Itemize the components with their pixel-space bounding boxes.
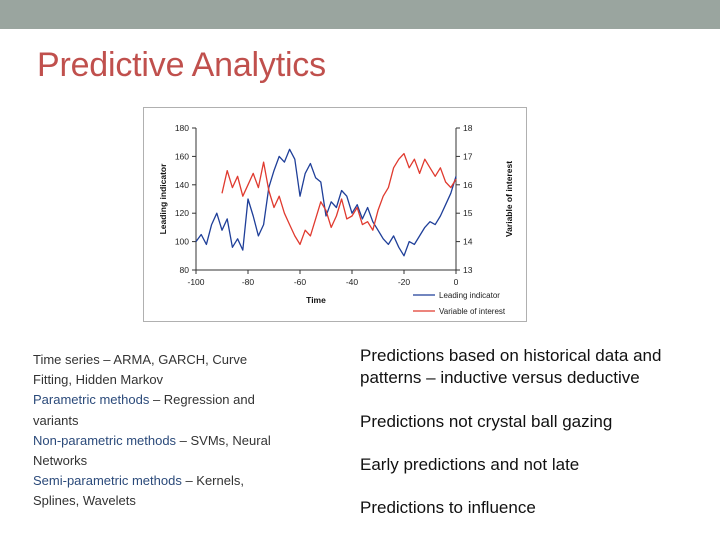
x-tick-label: 0 — [454, 277, 459, 287]
x-axis-label: Time — [306, 295, 326, 305]
variable-of-interest-line — [221, 152, 457, 246]
methods-line-2: Fitting, Hidden Markov — [33, 372, 164, 388]
methods-line-4: variants — [33, 412, 79, 428]
prediction-item-3: Early predictions and not late — [360, 455, 580, 474]
x-tick-label: -80 — [242, 277, 255, 287]
x-tick-label: -60 — [294, 277, 307, 287]
left-y-tick-label: 180 — [175, 123, 189, 133]
semi-parametric-methods-label: Semi-parametric methods — [33, 473, 182, 489]
semi-parametric-methods-desc: – Kernels, — [181, 473, 244, 489]
methods-line-1: Time series – ARMA, GARCH, Curve — [33, 352, 248, 367]
left-y-tick-label: 160 — [175, 151, 189, 161]
chart-frame — [143, 107, 527, 322]
methods-line-8: Splines, Wavelets — [33, 493, 136, 509]
left-y-tick-label: 120 — [175, 208, 189, 218]
left-y-tick-label: 140 — [175, 180, 189, 190]
left-y-tick-label: 80 — [180, 265, 190, 275]
x-tick-label: -40 — [346, 277, 359, 287]
methods-line-6: Networks — [33, 453, 88, 469]
left-y-axis-label: Leading indicator — [158, 163, 168, 235]
parametric-methods-label: Parametric methods — [33, 392, 150, 408]
methods-line-3: Parametric methods – Regression and — [33, 390, 303, 410]
x-tick-label: -100 — [187, 277, 204, 287]
leading-indicator-line — [195, 148, 457, 257]
chart-svg: 180 160 140 120 100 80 18 17 16 15 14 13 -100 -80 -60 -… — [143, 107, 527, 322]
prediction-item-1-line-2: patterns – inductive versus deductive — [360, 368, 640, 387]
prediction-item-1-line-1: Predictions based on historical data and — [360, 346, 662, 365]
right-y-tick-label: 14 — [463, 237, 473, 247]
right-y-axis-label: Variable of interest — [504, 161, 514, 237]
methods-list: Time series – ARMA, GARCH, Curve Fitting… — [33, 350, 303, 512]
x-tick-label: -20 — [398, 277, 411, 287]
non-parametric-methods-label: Non-parametric methods — [33, 432, 177, 448]
methods-line-5: Non-parametric methods – SVMs, Neural — [33, 431, 303, 451]
right-y-tick-label: 18 — [463, 123, 473, 133]
right-y-tick-label: 15 — [463, 208, 473, 218]
top-accent-bar — [0, 0, 720, 29]
right-y-tick-label: 17 — [463, 151, 473, 161]
prediction-item-4: Predictions to influence — [360, 498, 536, 517]
methods-line-7: Semi-parametric methods – Kernels, — [33, 471, 303, 491]
prediction-item-2: Predictions not crystal ball gazing — [360, 412, 613, 431]
slide-title: Predictive Analytics — [37, 46, 326, 84]
chart: 180 160 140 120 100 80 18 17 16 15 14 13 -100 -80 -60 -… — [143, 107, 527, 322]
right-y-tick-label: 16 — [463, 180, 473, 190]
right-y-tick-label: 13 — [463, 265, 473, 275]
parametric-methods-desc: – Regression and — [149, 392, 255, 408]
legend-label-variable-of-interest: Variable of interest — [439, 307, 506, 316]
left-y-tick-label: 100 — [175, 237, 189, 247]
non-parametric-methods-desc: – SVMs, Neural — [176, 432, 271, 448]
legend-label-leading-indicator: Leading indicator — [439, 291, 500, 300]
